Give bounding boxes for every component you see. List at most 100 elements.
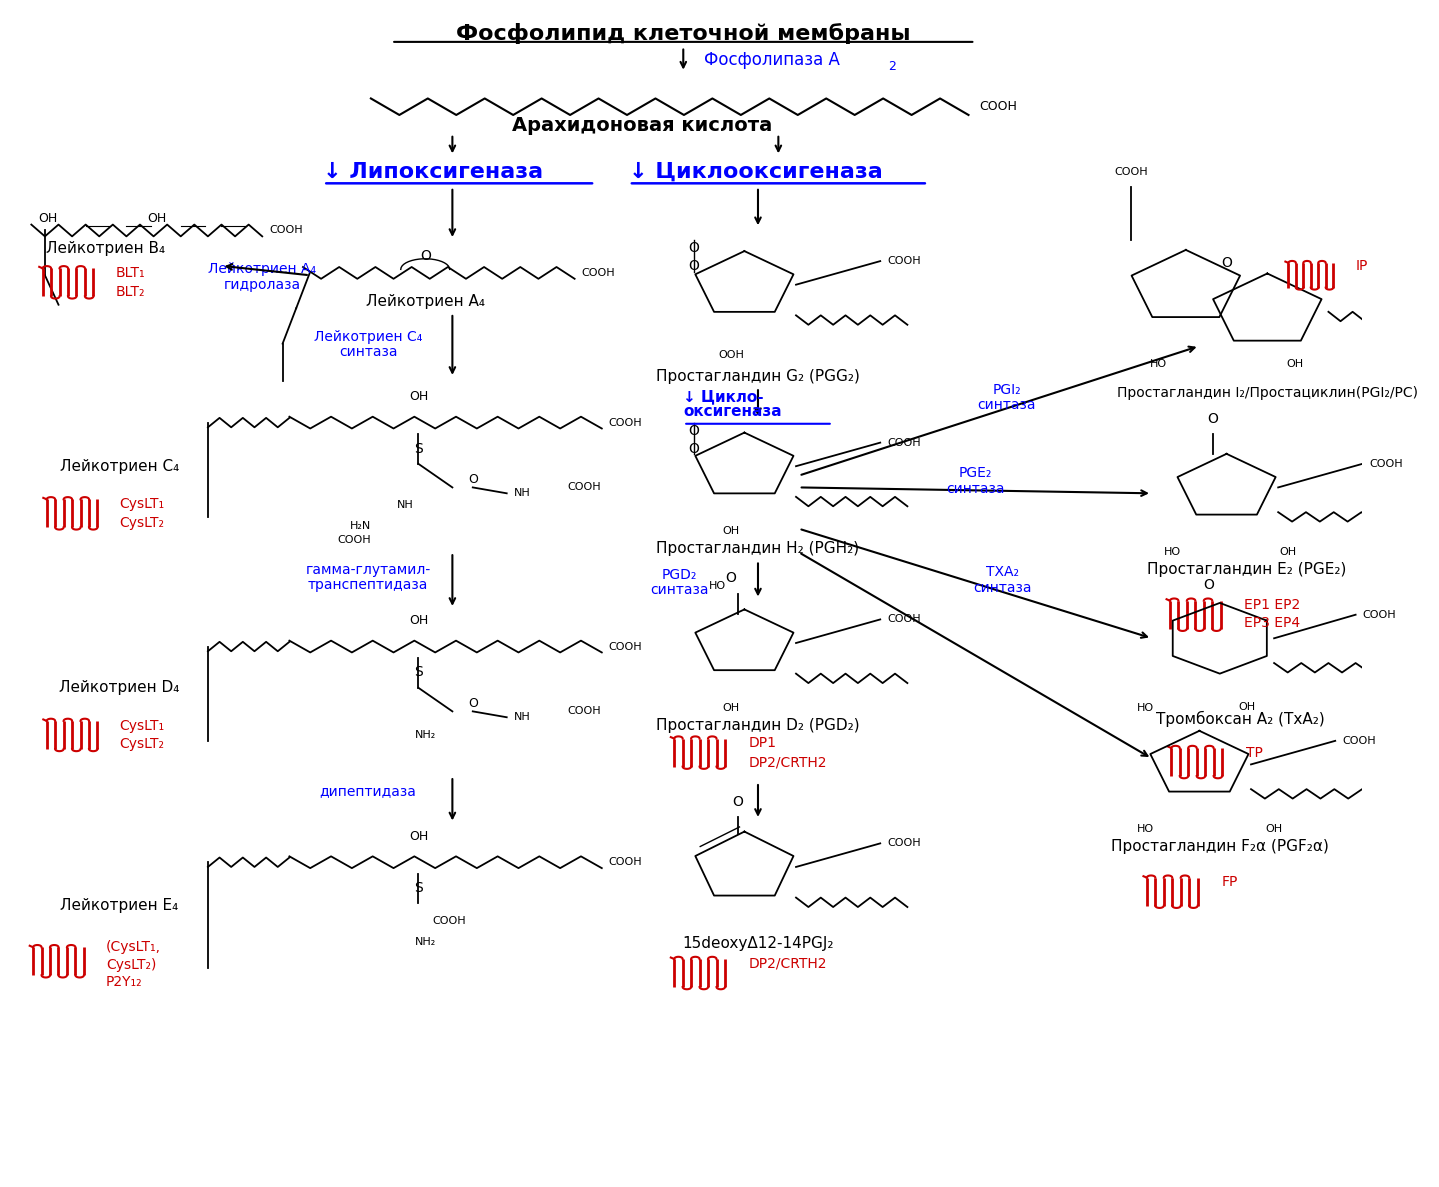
Text: O: O — [468, 697, 478, 710]
Text: DP1: DP1 — [748, 736, 777, 750]
Text: Простагландин I₂/Простациклин(PGI₂/PC): Простагландин I₂/Простациклин(PGI₂/PC) — [1117, 386, 1417, 400]
Text: OH: OH — [147, 212, 165, 226]
Text: CysLT₁: CysLT₁ — [119, 718, 164, 732]
Text: Арахидоновая кислота: Арахидоновая кислота — [512, 116, 773, 135]
Text: COOH: COOH — [568, 482, 602, 493]
Text: 15deoxyΔ12-14PGJ₂: 15deoxyΔ12-14PGJ₂ — [682, 937, 833, 951]
Text: O: O — [689, 424, 699, 438]
Text: HO: HO — [1150, 358, 1167, 369]
Text: COOH: COOH — [1343, 736, 1376, 745]
Text: OH: OH — [409, 391, 427, 404]
Text: COOH: COOH — [886, 615, 921, 624]
Text: Лейкотриен С₄: Лейкотриен С₄ — [60, 458, 180, 474]
Text: транспептидаза: транспептидаза — [308, 578, 429, 592]
Text: COOH: COOH — [432, 916, 466, 926]
Text: OH: OH — [1239, 702, 1255, 712]
Text: FP: FP — [1222, 875, 1238, 889]
Text: Простагландин D₂ (PGD₂): Простагландин D₂ (PGD₂) — [656, 718, 859, 734]
Text: Простагландин Е₂ (PGE₂): Простагландин Е₂ (PGE₂) — [1147, 563, 1347, 577]
Text: Лейкотриен Е₄: Лейкотриен Е₄ — [60, 899, 178, 913]
Text: синтаза: синтаза — [977, 398, 1036, 412]
Text: Фосфолипаза А: Фосфолипаза А — [704, 51, 839, 69]
Text: OH: OH — [722, 526, 740, 537]
Text: CysLT₂: CysLT₂ — [119, 737, 164, 751]
Text: COOH: COOH — [1363, 610, 1396, 620]
Text: Лейкотриен С₄: Лейкотриен С₄ — [314, 330, 423, 343]
Text: P2Y₁₂: P2Y₁₂ — [106, 976, 142, 990]
Text: NH: NH — [514, 712, 530, 722]
Text: синтаза: синтаза — [945, 482, 1004, 496]
Text: S: S — [414, 442, 423, 456]
Text: дипептидаза: дипептидаза — [319, 785, 417, 799]
Text: EP3 EP4: EP3 EP4 — [1245, 616, 1301, 630]
Text: TP: TP — [1246, 745, 1262, 760]
Text: (CysLT₁,: (CysLT₁, — [106, 940, 161, 954]
Text: COOH: COOH — [609, 857, 642, 868]
Text: COOH: COOH — [568, 706, 602, 717]
Text: HO: HO — [1164, 547, 1181, 557]
Text: Тромбоксан А₂ (TxА₂): Тромбоксан А₂ (TxА₂) — [1156, 710, 1324, 726]
Text: COOH: COOH — [581, 268, 614, 278]
Text: NH: NH — [397, 500, 413, 510]
Text: NH: NH — [514, 488, 530, 499]
Text: PGD₂: PGD₂ — [662, 567, 696, 582]
Text: ↓ Циклооксигеназа: ↓ Циклооксигеназа — [629, 161, 882, 182]
Text: COOH: COOH — [886, 256, 921, 266]
Text: Лейкотриен А₄: Лейкотриен А₄ — [366, 293, 485, 309]
Text: CysLT₁: CysLT₁ — [119, 497, 164, 510]
Text: CysLT₂: CysLT₂ — [119, 516, 164, 529]
Text: O: O — [468, 472, 478, 485]
Text: COOH: COOH — [609, 418, 642, 427]
Text: O: O — [725, 571, 737, 585]
Text: H₂N: H₂N — [350, 521, 371, 532]
Text: IP: IP — [1356, 259, 1368, 273]
Text: COOH: COOH — [269, 226, 302, 235]
Text: O: O — [689, 442, 699, 456]
Text: OH: OH — [37, 212, 58, 226]
Text: OH: OH — [1286, 358, 1304, 369]
Text: синтаза: синтаза — [973, 580, 1032, 595]
Text: Простагландин G₂ (PGG₂): Простагландин G₂ (PGG₂) — [656, 369, 861, 385]
Text: гамма-глутамил-: гамма-глутамил- — [305, 563, 430, 577]
Text: COOH: COOH — [886, 438, 921, 447]
Text: O: O — [689, 259, 699, 273]
Text: Фосфолипид клеточной мембраны: Фосфолипид клеточной мембраны — [456, 23, 911, 44]
Text: CysLT₂): CysLT₂) — [106, 958, 157, 972]
Text: O: O — [420, 249, 430, 264]
Text: COOH: COOH — [1115, 166, 1148, 177]
Text: EP1 EP2: EP1 EP2 — [1245, 598, 1301, 612]
Text: NH₂: NH₂ — [414, 730, 436, 740]
Text: OH: OH — [409, 830, 427, 843]
Text: HO: HO — [708, 582, 725, 591]
Text: O: O — [689, 241, 699, 255]
Text: NH₂: NH₂ — [414, 938, 436, 947]
Text: OH: OH — [1279, 547, 1297, 557]
Text: OH: OH — [722, 703, 740, 713]
Text: S: S — [414, 666, 423, 679]
Text: O: O — [1222, 256, 1232, 271]
Text: O: O — [1203, 578, 1215, 592]
Text: COOH: COOH — [886, 838, 921, 849]
Text: OH: OH — [409, 614, 427, 627]
Text: S: S — [414, 881, 423, 895]
Text: Лейкотриен D₄: Лейкотриен D₄ — [59, 680, 180, 696]
Text: OOH: OOH — [718, 350, 744, 361]
Text: ↓ Липоксигеназа: ↓ Липоксигеназа — [324, 161, 544, 182]
Text: Лейкотриен А₄: Лейкотриен А₄ — [209, 262, 317, 277]
Text: PGE₂: PGE₂ — [958, 466, 991, 481]
Text: HO: HO — [1137, 703, 1154, 713]
Text: O: O — [1207, 412, 1219, 426]
Text: 2: 2 — [888, 61, 896, 74]
Text: BLT₂: BLT₂ — [115, 285, 145, 299]
Text: OH: OH — [1265, 824, 1282, 834]
Text: ↓ Цикло-: ↓ Цикло- — [684, 389, 764, 404]
Text: Простагландин H₂ (PGH₂): Простагландин H₂ (PGH₂) — [656, 541, 859, 557]
Text: BLT₁: BLT₁ — [115, 266, 145, 280]
Text: оксигеназа: оксигеназа — [684, 405, 781, 419]
Text: гидролаза: гидролаза — [223, 278, 301, 292]
Text: COOH: COOH — [337, 535, 371, 546]
Text: DP2/CRTH2: DP2/CRTH2 — [748, 957, 827, 971]
Text: PGI₂: PGI₂ — [993, 382, 1020, 396]
Text: O: O — [732, 795, 743, 810]
Text: Лейкотриен В₄: Лейкотриен В₄ — [46, 241, 165, 255]
